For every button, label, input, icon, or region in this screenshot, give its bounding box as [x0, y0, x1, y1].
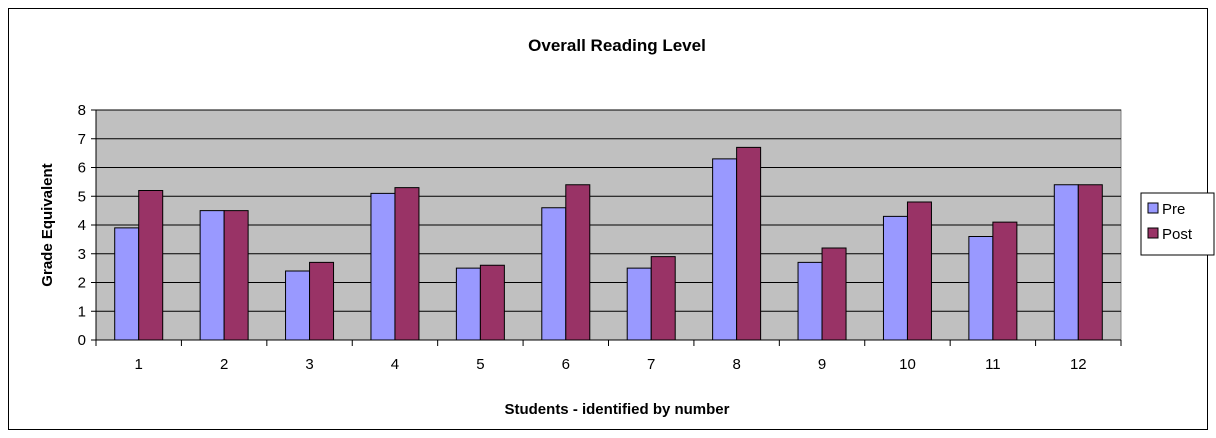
bar-post-6: [565, 184, 591, 341]
bar-pre-10: [882, 215, 908, 341]
bar-pre-5: [455, 267, 481, 341]
bar-pre-3: [285, 270, 311, 341]
x-tick-label: 4: [391, 356, 399, 373]
bar-pre-4: [370, 192, 396, 341]
y-tick-label: 2: [78, 275, 86, 292]
y-tick-labels: 0 1 2 3 4 5 6 7 8: [78, 102, 96, 349]
bar-post-4: [394, 187, 420, 341]
chart-title: Overall Reading Level: [528, 36, 706, 55]
bar-post-9: [821, 247, 847, 341]
y-tick-label: 7: [78, 131, 86, 148]
bar-pre-1: [114, 227, 140, 341]
bar-pre-9: [797, 261, 823, 341]
x-axis-title: Students - identified by number: [504, 401, 729, 418]
bar-post-3: [309, 261, 335, 341]
x-tick-label: 12: [1070, 356, 1087, 373]
y-axis-title: Grade Equivalent: [39, 163, 56, 286]
legend-swatch-post: [1147, 227, 1159, 239]
gridlines: [96, 109, 1121, 312]
bar-post-1: [138, 190, 164, 341]
x-tick-label: 2: [220, 356, 228, 373]
bar-post-7: [650, 256, 676, 341]
bar-post-5: [479, 264, 505, 341]
bar-post-8: [736, 146, 762, 341]
x-tick-labels: 1 2 3 4 5 6 7 8 9 10 11 12: [95, 340, 1122, 373]
bar-pre-7: [626, 267, 652, 341]
y-tick-label: 0: [78, 332, 86, 349]
y-tick-label: 4: [78, 217, 86, 234]
x-tick-label: 6: [562, 356, 570, 373]
x-tick-label: 5: [476, 356, 484, 373]
x-tick-label: 3: [305, 356, 313, 373]
legend-label-pre: Pre: [1162, 201, 1185, 218]
x-tick-label: 9: [818, 356, 826, 373]
bar-pre-12: [1053, 184, 1079, 341]
x-tick-label: 11: [985, 356, 1001, 373]
bars: [114, 146, 1103, 341]
bar-post-11: [992, 221, 1018, 341]
bar-pre-11: [968, 236, 994, 341]
legend-swatch-pre: [1147, 202, 1159, 214]
legend: Pre Post: [1140, 192, 1215, 256]
legend-label-post: Post: [1162, 226, 1193, 243]
bar-pre-2: [199, 210, 225, 341]
bar-post-10: [906, 201, 932, 341]
bar-post-2: [223, 210, 249, 341]
y-tick-label: 1: [78, 303, 86, 320]
y-tick-label: 8: [78, 102, 86, 119]
bar-pre-6: [541, 207, 567, 341]
y-tick-label: 3: [78, 246, 86, 263]
y-tick-label: 5: [78, 188, 86, 205]
x-tick-label: 1: [135, 356, 143, 373]
x-tick-label: 7: [647, 356, 655, 373]
x-tick-label: 10: [899, 356, 916, 373]
bar-post-12: [1077, 184, 1103, 341]
bar-pre-8: [712, 158, 738, 341]
x-tick-label: 8: [732, 356, 740, 373]
y-tick-label: 6: [78, 160, 86, 177]
